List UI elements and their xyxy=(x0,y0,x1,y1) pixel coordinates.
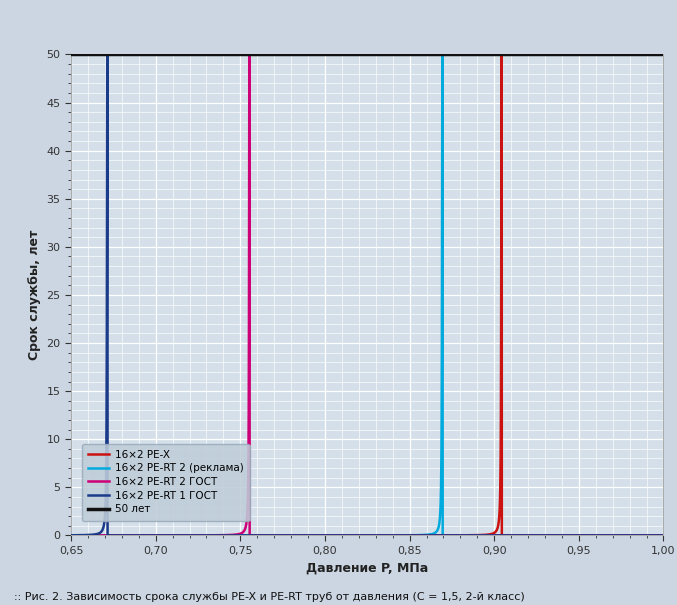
Text: :: Рис. 2. Зависимость срока службы PE-X и PE-RT труб от давления (C = 1,5, 2-й : :: Рис. 2. Зависимость срока службы PE-X… xyxy=(14,592,524,602)
X-axis label: Давление P, МПа: Давление P, МПа xyxy=(306,561,429,574)
Y-axis label: Срок службы, лет: Срок службы, лет xyxy=(28,230,41,360)
Legend: 16×2 PE-X, 16×2 PE-RT 2 (реклама), 16×2 PE-RT 2 ГОСТ, 16×2 PE-RT 1 ГОСТ, 50 лет: 16×2 PE-X, 16×2 PE-RT 2 (реклама), 16×2 … xyxy=(82,443,250,520)
